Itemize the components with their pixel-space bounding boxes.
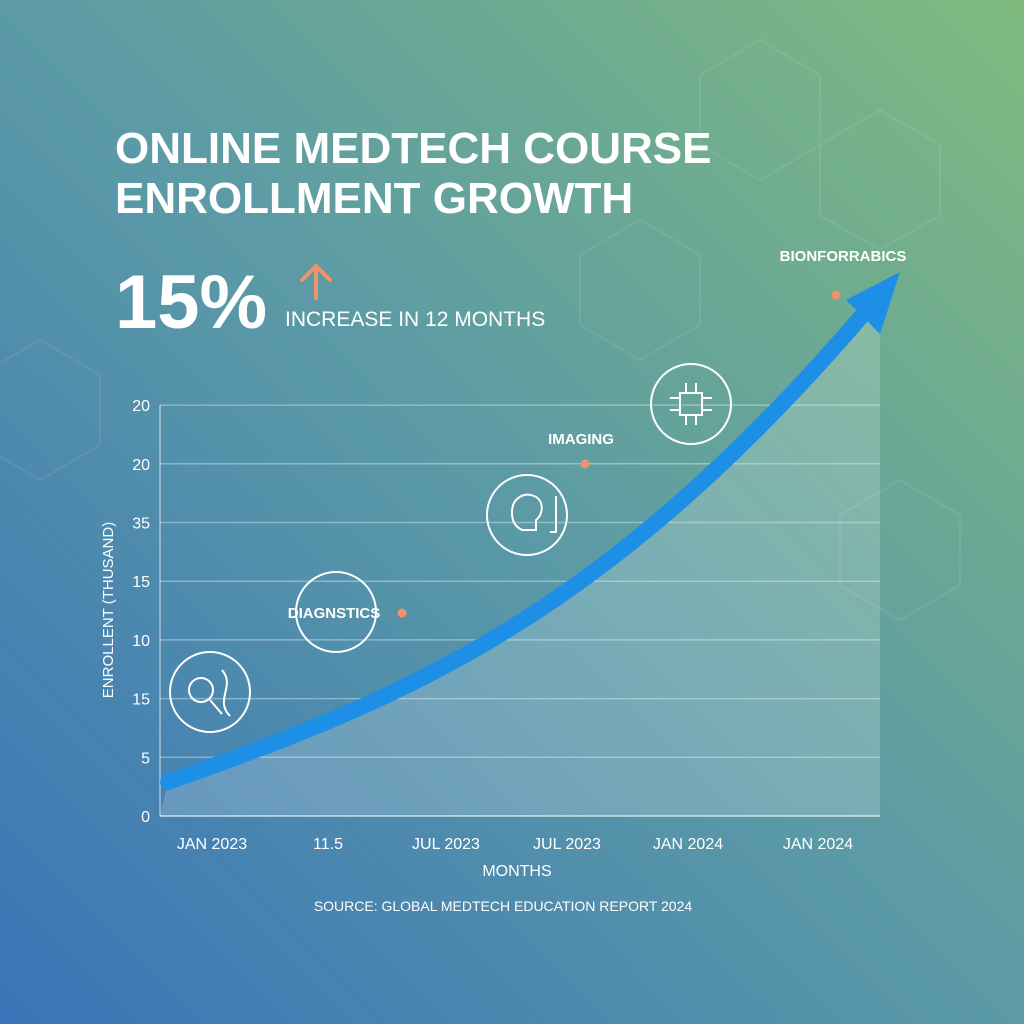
y-tick-label: 20 (132, 398, 150, 415)
hex-pattern (0, 38, 961, 622)
annotation-label: DIAGNSTICS (288, 605, 381, 622)
annotation-dot (831, 290, 841, 300)
annotation-dot (580, 459, 590, 469)
x-tick-label: JAN 2023 (177, 836, 247, 853)
arrow-head (846, 272, 900, 334)
annotation-dot (397, 608, 407, 618)
icons (169, 363, 732, 733)
y-tick-label: 5 (141, 750, 150, 767)
y-tick-label: 15 (132, 692, 150, 709)
annotation-label: IMAGING (548, 431, 614, 448)
title-line: ONLINE MEDTECH COURSE (115, 124, 711, 173)
x-axis-label: MONTHS (482, 863, 551, 880)
source: SOURCE: GLOBAL MEDTECH EDUCATION REPORT … (314, 898, 693, 914)
up-arrow (300, 263, 332, 300)
y-tick-label: 15 (132, 574, 150, 591)
x-tick-label: JUL 2023 (412, 836, 480, 853)
y-axis-label: ENROLLENT (THUSAND) (100, 522, 117, 698)
growth-curve (160, 310, 868, 790)
area-fill (160, 300, 880, 816)
annotation-label: BIONFORRABICS (780, 248, 907, 265)
y-tick-label: 20 (132, 457, 150, 474)
grid: 0 5 15 10 15 35 20 20 JAN 2023 11.5 JUL 2023 JUL 20… (132, 398, 880, 853)
y-tick-label: 0 (141, 809, 150, 826)
headline-stat: 15% (115, 260, 267, 345)
y-tick-label: 35 (132, 516, 150, 533)
y-tick-label: 10 (132, 633, 150, 650)
title-line: ENROLLMENT GROWTH (115, 174, 633, 223)
x-tick-label: JAN 2024 (653, 836, 723, 853)
headline-text: INCREASE IN 12 MONTHS (285, 308, 545, 331)
x-tick-label: JUL 2023 (533, 836, 601, 853)
x-tick-label: 11.5 (313, 836, 343, 853)
x-tick-label: JAN 2024 (783, 836, 853, 853)
annotations: DIAGNSTICS IMAGING BIONFORRABICS (288, 248, 907, 622)
